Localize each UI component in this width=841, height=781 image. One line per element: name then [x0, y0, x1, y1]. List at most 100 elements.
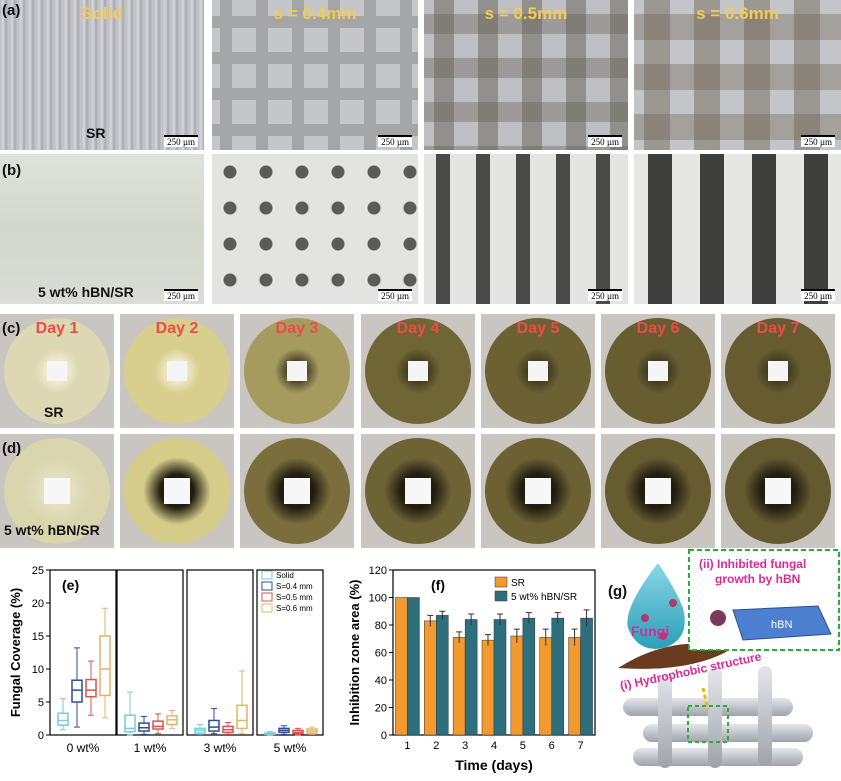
day-label: Day 2 — [155, 320, 199, 337]
x-tick-label: 6 — [549, 740, 555, 752]
pore-grid-h — [634, 0, 841, 150]
bar — [522, 617, 536, 736]
sample-square — [408, 361, 428, 381]
legend-label: S=0.4 mm — [276, 582, 313, 591]
y-tick-label: 0 — [381, 730, 387, 742]
bar — [568, 637, 581, 736]
sample-square — [405, 478, 431, 504]
spore — [641, 614, 649, 622]
dish-hbn-sr-day-3 — [240, 434, 354, 548]
panel-label-g: (g) — [608, 583, 627, 600]
hbn-label: hBN — [771, 619, 792, 631]
legend-label: SR — [511, 578, 525, 589]
legend-label: S=0.5 mm — [276, 593, 313, 602]
pore-grid — [424, 0, 628, 150]
y-tick-label: 5 — [38, 697, 44, 709]
dish-label-sr: SR — [44, 404, 64, 420]
pore-grid-h — [424, 0, 628, 150]
panel-label-b: (b) — [2, 162, 22, 179]
sample-square — [287, 361, 307, 381]
box — [208, 719, 220, 732]
box — [99, 635, 111, 697]
pore-grid — [424, 154, 628, 304]
group-label: 3 wt% — [204, 741, 237, 755]
scalebar: 250 µm — [378, 135, 412, 147]
bar — [436, 615, 449, 736]
legend-label: S=0.6 mm — [276, 604, 313, 613]
row-c: Day 1 Day 2 Day 3 Day 4 Day 5 Day 6 Day 7 — [0, 314, 841, 432]
micrograph-sr-solid: Solid SR 250 µm — [0, 0, 204, 150]
bar — [493, 619, 507, 736]
y-tick-label: 0 — [38, 730, 44, 742]
dish-sr-day-2: Day 2 — [120, 314, 234, 428]
bar — [407, 597, 420, 736]
subpanel-frame — [116, 569, 184, 736]
dish-hbn-sr-day-2 — [120, 434, 234, 548]
y-axis-label: Inhibition zone area (%) — [347, 580, 362, 726]
y-axis-label: Fungal Coverage (%) — [8, 588, 23, 717]
legend-swatch — [261, 603, 273, 613]
day-label: Day 1 — [35, 320, 79, 337]
label-hbn-sr: 5 wt% hBN/SR — [38, 284, 134, 300]
day-label: Day 6 — [636, 320, 680, 337]
bar — [510, 635, 524, 736]
inhibited-label-2: growth by hBN — [715, 572, 800, 586]
sample-square — [765, 478, 791, 504]
y-tick-label: 40 — [375, 675, 387, 687]
legend-swatch — [261, 581, 273, 591]
micrograph-sr-0.4mm: s = 0.4mm 250 µm — [212, 0, 418, 150]
panel-label-c: (c) — [2, 320, 21, 337]
dish-sr-day-5: Day 5 — [481, 314, 595, 428]
bar — [452, 637, 466, 736]
scalebar: 250 µm — [164, 289, 198, 301]
day-label: Day 7 — [756, 320, 800, 337]
scalebar: 250 µm — [588, 135, 622, 147]
day-label: Day 3 — [275, 320, 319, 337]
sample-square — [47, 361, 67, 381]
inhibited-label-1: (ii) Inhibited fungal — [699, 557, 806, 571]
zoom-box — [687, 705, 729, 743]
y-tick-label: 100 — [369, 593, 387, 605]
x-tick-label: 5 — [520, 740, 526, 752]
dish-sr-day-3: Day 3 — [240, 314, 354, 428]
dish-hbn-sr-day-4 — [361, 434, 475, 548]
scalebar: 250 µm — [801, 289, 835, 301]
x-tick-label: 7 — [578, 740, 584, 752]
box — [236, 704, 248, 730]
subpanel-frame — [49, 569, 117, 736]
y-tick-label: 15 — [32, 631, 44, 643]
title-s04: s = 0.4mm — [273, 4, 357, 23]
sample-square — [768, 361, 788, 381]
x-tick-label: 4 — [491, 740, 497, 752]
group-label: 1 wt% — [134, 741, 167, 755]
spore-burst — [710, 610, 726, 626]
dish-hbn-sr-day-7 — [721, 434, 835, 548]
dish-hbn-sr-day-5 — [481, 434, 595, 548]
bar — [424, 620, 437, 736]
sample-square — [528, 361, 548, 381]
micrograph-sr-0.6mm: s = 0.6mm 250 µm — [634, 0, 841, 150]
legend-swatch — [261, 570, 273, 580]
title-solid: Solid — [81, 4, 123, 23]
y-tick-label: 10 — [32, 664, 44, 676]
panel-label-e: (e) — [62, 577, 79, 593]
x-tick-label: 2 — [433, 740, 439, 752]
x-axis-label: Time (days) — [455, 757, 533, 773]
box — [71, 679, 83, 703]
sample-square — [645, 478, 671, 504]
panel-label-d: (d) — [2, 440, 22, 457]
dish-sr-day-1: Day 1 — [0, 314, 114, 428]
pore-grid — [634, 154, 841, 304]
row-a: Solid SR 250 µm s = 0.4mm 250 µm s = 0.5… — [0, 0, 841, 150]
y-tick-label: 20 — [32, 598, 44, 610]
box — [57, 712, 69, 726]
bar — [551, 617, 564, 736]
legend-label: Solid — [276, 571, 294, 580]
sample-square — [44, 478, 70, 504]
subpanel-frame — [256, 569, 324, 736]
micrograph-hbn-solid — [0, 154, 204, 304]
dish-label-hbn-sr: 5 wt% hBN/SR — [4, 522, 100, 538]
y-tick-label: 20 — [375, 703, 387, 715]
legend-swatch — [494, 590, 508, 602]
subpanel-frame — [186, 569, 254, 736]
